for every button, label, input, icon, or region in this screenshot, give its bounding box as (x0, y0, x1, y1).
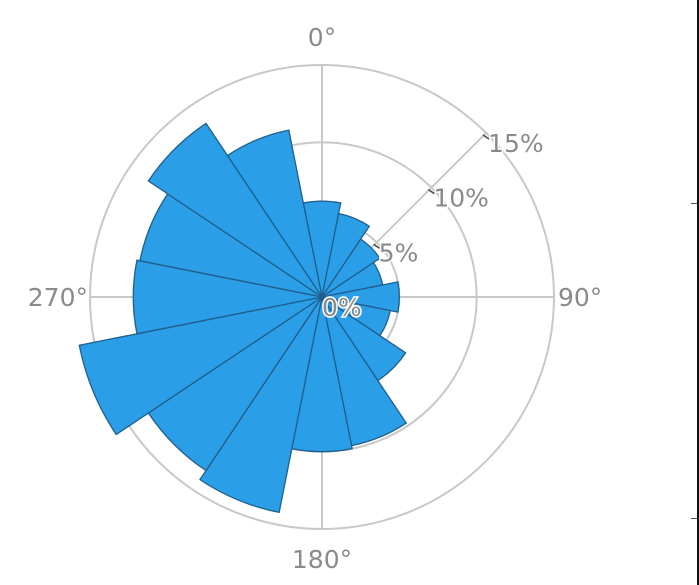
angle-tick-label: 270° (28, 283, 88, 312)
angle-tick-label: 0° (308, 23, 336, 52)
radial-tick-label: 10% (433, 184, 489, 213)
radial-tick-label: 0% (322, 293, 362, 322)
bar-45 (321, 238, 381, 298)
bar-22.5 (321, 212, 371, 298)
bar-202.5 (199, 296, 323, 514)
frame-tick (691, 203, 697, 204)
bar-270 (132, 259, 323, 335)
radial-tick-label: 5% (379, 238, 419, 267)
bar-247.5 (78, 296, 323, 436)
bar-337.5 (226, 129, 323, 298)
bar-315 (147, 122, 323, 298)
radial-tick-label: 15% (488, 129, 544, 158)
bars (78, 122, 408, 514)
radial-tick-mark (427, 189, 435, 195)
axis-labels: 0° 90° 180° 270° 0% 5% 10% 15% (28, 23, 603, 574)
bar-90 (321, 281, 400, 313)
angle-tick-label: 90° (558, 283, 602, 312)
angle-tick-label: 180° (292, 545, 352, 574)
radial-tick-mark (482, 134, 490, 140)
radial-tick-mark (373, 243, 381, 249)
frame-tick (691, 518, 697, 519)
